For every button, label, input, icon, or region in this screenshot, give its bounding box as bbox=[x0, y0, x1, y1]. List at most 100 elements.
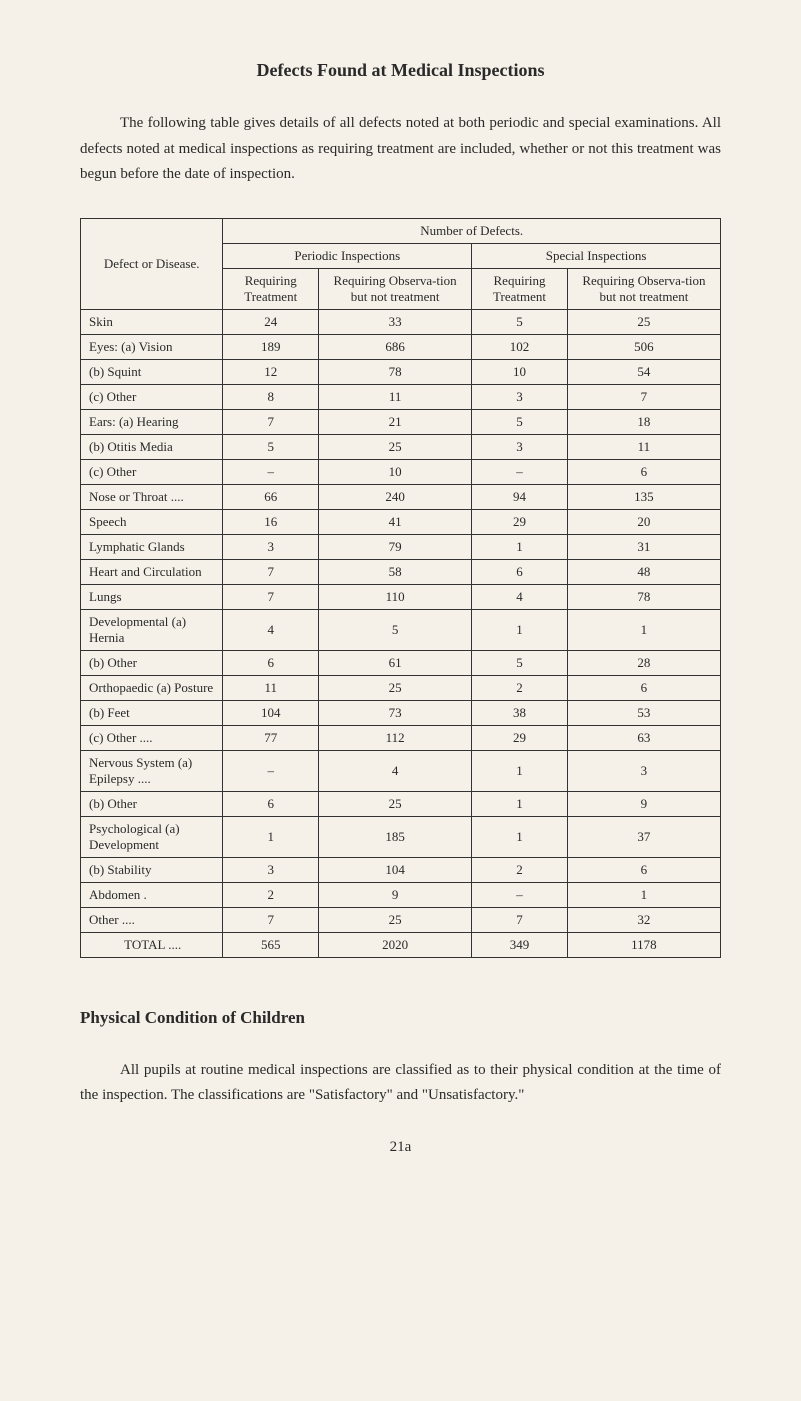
row-label: (b) Other bbox=[81, 650, 223, 675]
row-label: Heart and Circulation bbox=[81, 559, 223, 584]
row-label-total: TOTAL .... bbox=[81, 932, 223, 957]
cell: 1 bbox=[223, 816, 319, 857]
cell: 66 bbox=[223, 484, 319, 509]
cell: 1 bbox=[472, 816, 568, 857]
cell: 78 bbox=[319, 359, 472, 384]
cell: 1 bbox=[567, 609, 720, 650]
cell: 7 bbox=[567, 384, 720, 409]
cell: 9 bbox=[567, 791, 720, 816]
table-row: Skin 24 33 5 25 bbox=[81, 309, 721, 334]
table-row: Ears: (a) Hearing 7 21 5 18 bbox=[81, 409, 721, 434]
cell: 1 bbox=[472, 609, 568, 650]
cell: 31 bbox=[567, 534, 720, 559]
row-label: Speech bbox=[81, 509, 223, 534]
cell: 2 bbox=[472, 857, 568, 882]
defect-header: Defect or Disease. bbox=[81, 218, 223, 309]
cell: 53 bbox=[567, 700, 720, 725]
cell: 5 bbox=[472, 409, 568, 434]
row-label: Lungs bbox=[81, 584, 223, 609]
cell: 6 bbox=[567, 857, 720, 882]
table-row: Nose or Throat .... 66 240 94 135 bbox=[81, 484, 721, 509]
cell: 5 bbox=[223, 434, 319, 459]
cell: 10 bbox=[319, 459, 472, 484]
table-row: Psychological (a) Development 1 185 1 37 bbox=[81, 816, 721, 857]
cell: 6 bbox=[223, 650, 319, 675]
table-row: Developmental (a) Hernia 4 5 1 1 bbox=[81, 609, 721, 650]
row-label: (b) Stability bbox=[81, 857, 223, 882]
table-row: Eyes: (a) Vision 189 686 102 506 bbox=[81, 334, 721, 359]
cell: 4 bbox=[223, 609, 319, 650]
cell: 185 bbox=[319, 816, 472, 857]
cell: 1 bbox=[472, 534, 568, 559]
cell: 6 bbox=[567, 675, 720, 700]
cell: 4 bbox=[319, 750, 472, 791]
row-label: (b) Squint bbox=[81, 359, 223, 384]
cell: 20 bbox=[567, 509, 720, 534]
outro-paragraph: All pupils at routine medical inspection… bbox=[80, 1058, 721, 1109]
number-header: Number of Defects. bbox=[223, 218, 721, 243]
table-row: (b) Other 6 25 1 9 bbox=[81, 791, 721, 816]
cell: 7 bbox=[472, 907, 568, 932]
row-label: (b) Feet bbox=[81, 700, 223, 725]
cell: 18 bbox=[567, 409, 720, 434]
table-row: (c) Other – 10 – 6 bbox=[81, 459, 721, 484]
cell: 25 bbox=[319, 675, 472, 700]
row-label: Nervous System (a) Epilepsy .... bbox=[81, 750, 223, 791]
cell: 1 bbox=[472, 750, 568, 791]
cell: 25 bbox=[319, 791, 472, 816]
special-header: Special Inspections bbox=[472, 243, 721, 268]
table-row: Heart and Circulation 7 58 6 48 bbox=[81, 559, 721, 584]
row-label: Psychological (a) Development bbox=[81, 816, 223, 857]
table-row: (b) Squint 12 78 10 54 bbox=[81, 359, 721, 384]
cell: 3 bbox=[567, 750, 720, 791]
cell: 94 bbox=[472, 484, 568, 509]
cell: 3 bbox=[223, 534, 319, 559]
row-label: Eyes: (a) Vision bbox=[81, 334, 223, 359]
cell: – bbox=[472, 459, 568, 484]
cell: 2020 bbox=[319, 932, 472, 957]
cell: 1178 bbox=[567, 932, 720, 957]
row-label: (b) Otitis Media bbox=[81, 434, 223, 459]
table-row: Orthopaedic (a) Posture 11 25 2 6 bbox=[81, 675, 721, 700]
cell: 686 bbox=[319, 334, 472, 359]
table-header-row-1: Defect or Disease. Number of Defects. bbox=[81, 218, 721, 243]
cell: – bbox=[223, 459, 319, 484]
cell: 58 bbox=[319, 559, 472, 584]
row-label: Other .... bbox=[81, 907, 223, 932]
row-label: Orthopaedic (a) Posture bbox=[81, 675, 223, 700]
cell: 349 bbox=[472, 932, 568, 957]
cell: 104 bbox=[319, 857, 472, 882]
cell: 7 bbox=[223, 907, 319, 932]
cell: 41 bbox=[319, 509, 472, 534]
table-row: Lungs 7 110 4 78 bbox=[81, 584, 721, 609]
table-row: Abdomen . 2 9 – 1 bbox=[81, 882, 721, 907]
cell: 104 bbox=[223, 700, 319, 725]
cell: 189 bbox=[223, 334, 319, 359]
cell: 5 bbox=[319, 609, 472, 650]
cell: 24 bbox=[223, 309, 319, 334]
cell: 3 bbox=[472, 434, 568, 459]
cell: 4 bbox=[472, 584, 568, 609]
cell: 506 bbox=[567, 334, 720, 359]
cell: 29 bbox=[472, 509, 568, 534]
row-label: Ears: (a) Hearing bbox=[81, 409, 223, 434]
section-title: Physical Condition of Children bbox=[80, 1008, 721, 1028]
cell: 21 bbox=[319, 409, 472, 434]
cell: 33 bbox=[319, 309, 472, 334]
cell: 112 bbox=[319, 725, 472, 750]
cell: 11 bbox=[567, 434, 720, 459]
cell: 29 bbox=[472, 725, 568, 750]
cell: 2 bbox=[472, 675, 568, 700]
cell: 9 bbox=[319, 882, 472, 907]
cell: 565 bbox=[223, 932, 319, 957]
table-row: Speech 16 41 29 20 bbox=[81, 509, 721, 534]
cell: 48 bbox=[567, 559, 720, 584]
col-req-obs-2: Requiring Observa-tion but not treatment bbox=[567, 268, 720, 309]
row-label: Developmental (a) Hernia bbox=[81, 609, 223, 650]
cell: 37 bbox=[567, 816, 720, 857]
cell: 110 bbox=[319, 584, 472, 609]
cell: 11 bbox=[319, 384, 472, 409]
table-row: (b) Other 6 61 5 28 bbox=[81, 650, 721, 675]
cell: 7 bbox=[223, 584, 319, 609]
table-row: (c) Other 8 11 3 7 bbox=[81, 384, 721, 409]
